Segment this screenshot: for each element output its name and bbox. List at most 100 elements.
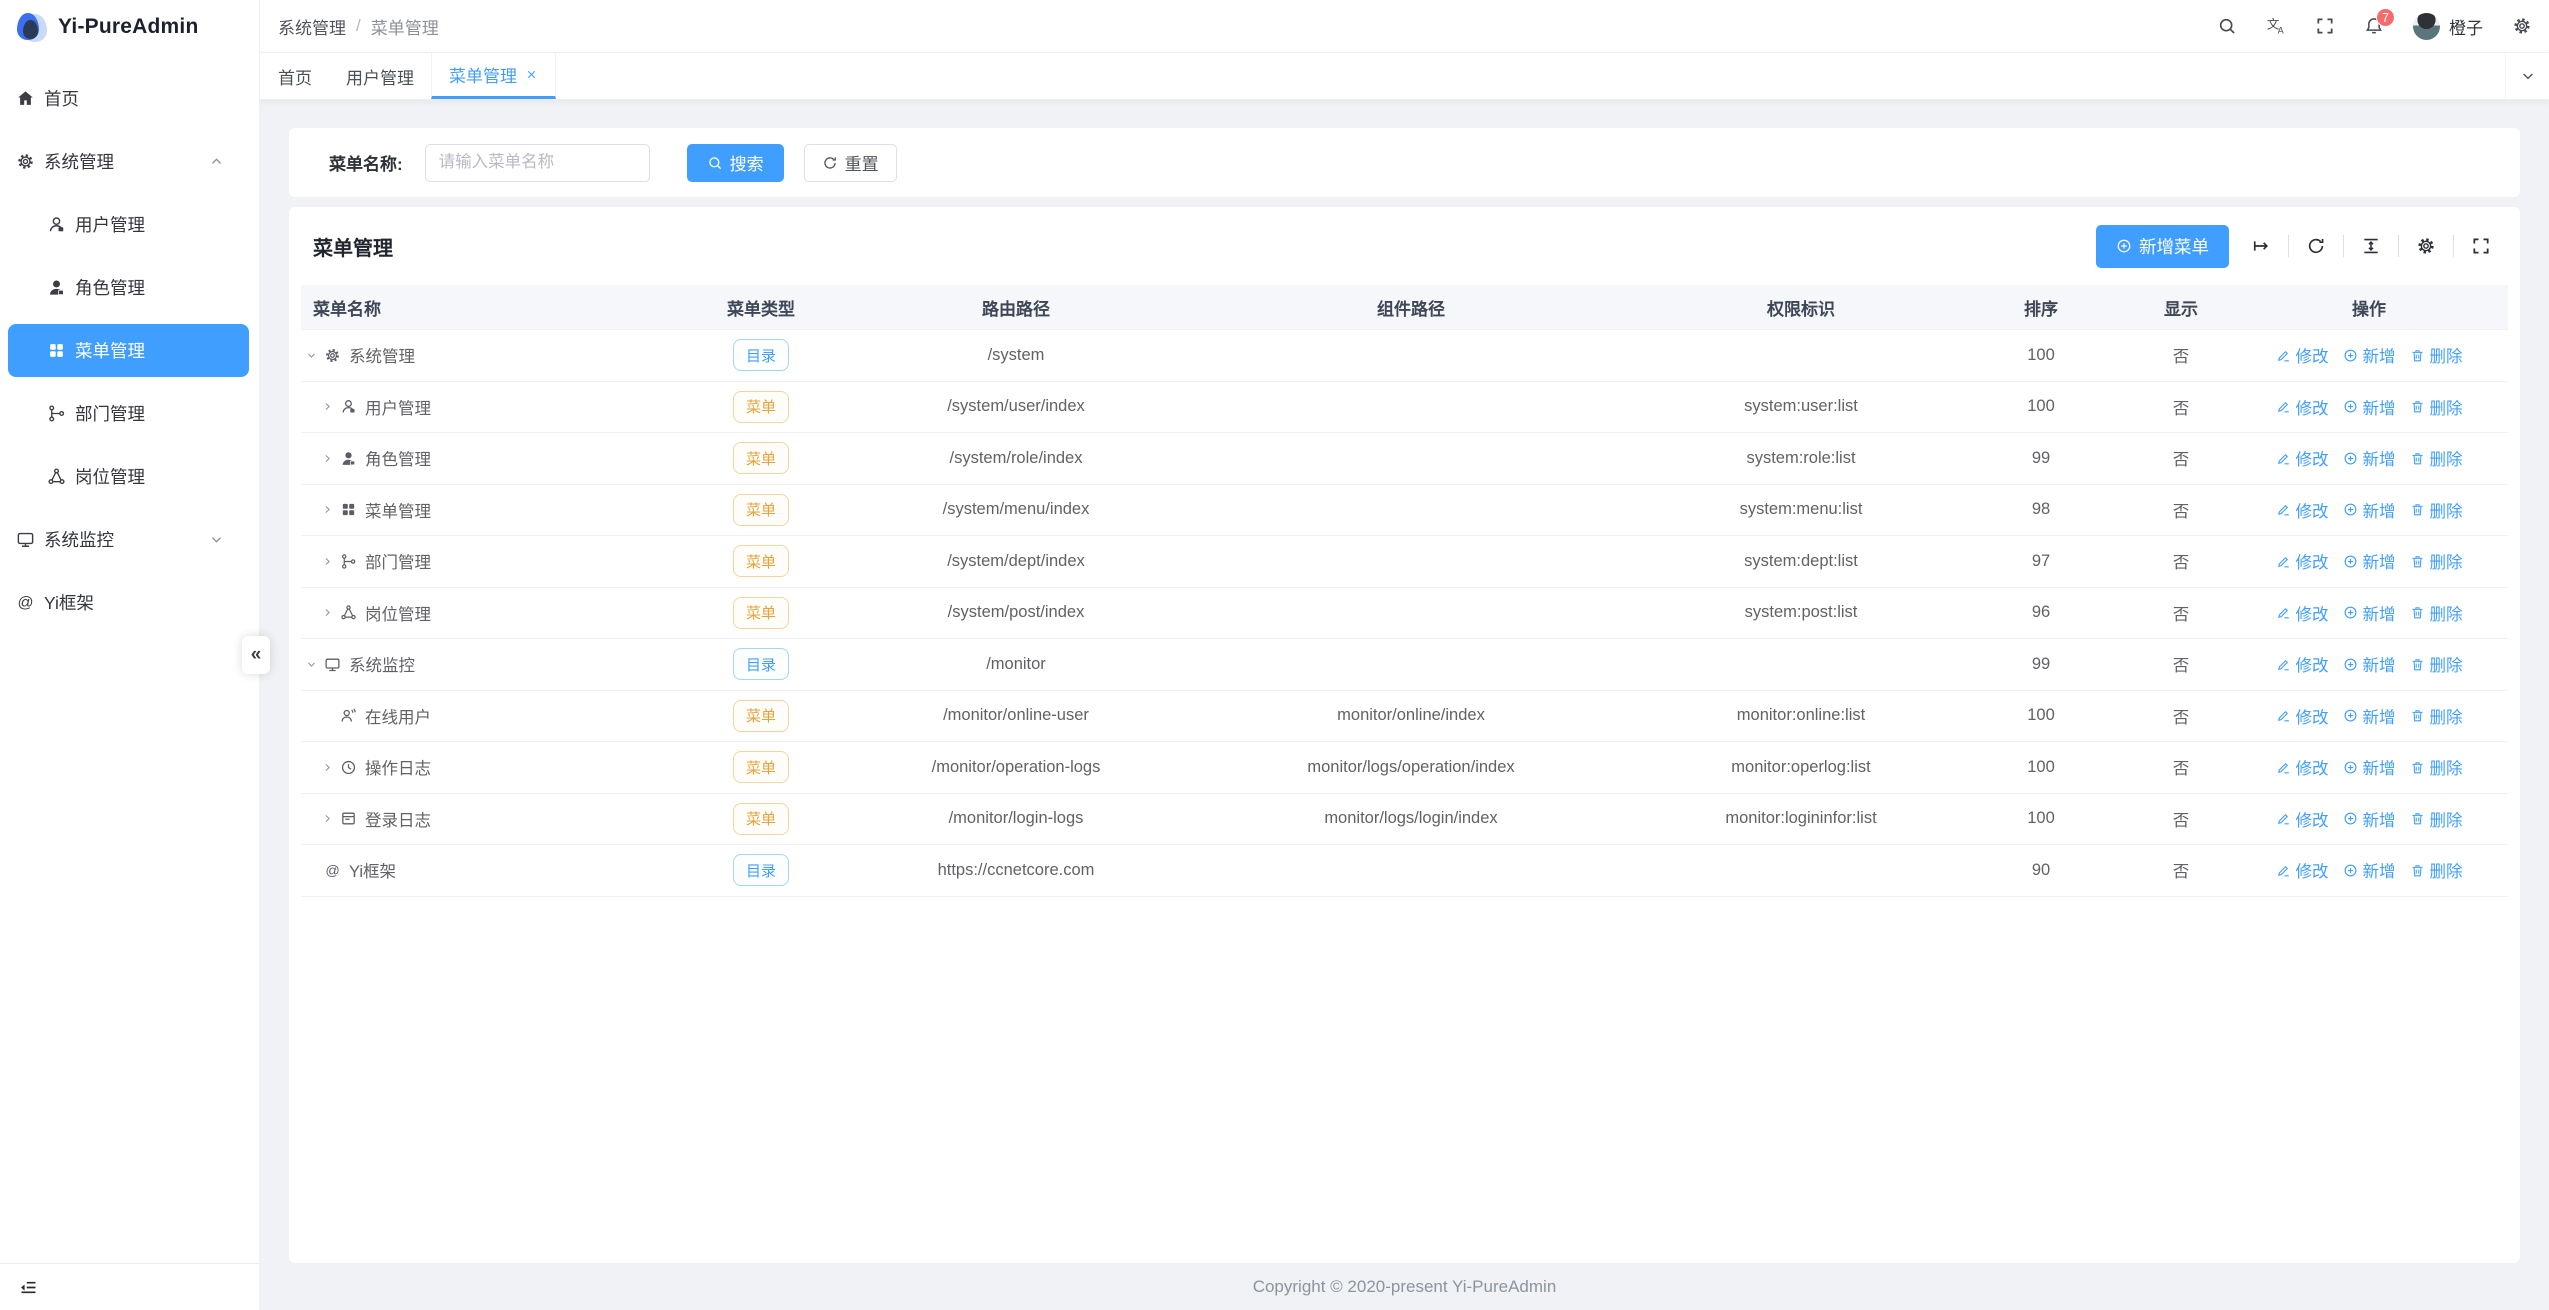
- search-panel: 菜单名称: 搜索 重置: [289, 128, 2520, 197]
- sidebar-item-yi-frame[interactable]: Yi框架: [8, 576, 249, 629]
- edit-button[interactable]: 修改: [2276, 704, 2329, 728]
- add-button[interactable]: 新增: [2343, 343, 2396, 367]
- add-button[interactable]: 新增: [2343, 498, 2396, 522]
- sidebar-item-roles[interactable]: 角色管理: [8, 261, 249, 314]
- column-settings-gear-icon[interactable]: [2416, 236, 2436, 256]
- breadcrumb-item[interactable]: 系统管理: [278, 18, 346, 38]
- expand-caret-icon[interactable]: [301, 349, 322, 362]
- delete-button[interactable]: 删除: [2410, 652, 2463, 676]
- expand-caret-icon[interactable]: [317, 761, 338, 774]
- sidebar-item-posts[interactable]: 岗位管理: [8, 450, 249, 503]
- tab-users[interactable]: 用户管理: [329, 53, 431, 99]
- menu-name-input[interactable]: [424, 143, 650, 182]
- edit-button[interactable]: 修改: [2276, 601, 2329, 625]
- user-menu[interactable]: 橙子: [2413, 12, 2483, 40]
- menu-name-text: 部门管理: [365, 554, 431, 573]
- sidebar-item-system[interactable]: 系统管理: [8, 135, 249, 188]
- menu-type-cell: 目录: [661, 639, 861, 690]
- sidebar-item-label: 菜单管理: [75, 341, 145, 361]
- delete-button[interactable]: 删除: [2410, 704, 2463, 728]
- hub-icon: [47, 467, 66, 486]
- expand-caret-icon[interactable]: [317, 503, 338, 516]
- expand-table-icon[interactable]: [2251, 236, 2271, 256]
- reset-button[interactable]: 重置: [803, 143, 897, 182]
- sort-cell: 100: [2027, 757, 2055, 776]
- col-header-show: 显示: [2164, 299, 2198, 319]
- expand-caret-icon[interactable]: [317, 452, 338, 465]
- edit-button[interactable]: 修改: [2276, 807, 2329, 831]
- delete-button[interactable]: 删除: [2410, 343, 2463, 367]
- add-button[interactable]: 新增: [2343, 395, 2396, 419]
- sidebar-item-home[interactable]: 首页: [8, 72, 249, 125]
- edit-button[interactable]: 修改: [2276, 395, 2329, 419]
- sidebar-item-monitor[interactable]: 系统监控: [8, 513, 249, 566]
- add-button[interactable]: 新增: [2343, 601, 2396, 625]
- edit-button[interactable]: 修改: [2276, 549, 2329, 573]
- edit-button[interactable]: 修改: [2276, 446, 2329, 470]
- tab-menus[interactable]: 菜单管理: [431, 53, 556, 99]
- add-button[interactable]: 新增: [2343, 807, 2396, 831]
- delete-button[interactable]: 删除: [2410, 498, 2463, 522]
- menu-type-icon: [340, 810, 357, 827]
- expand-caret-icon[interactable]: [317, 400, 338, 413]
- add-button[interactable]: 新增: [2343, 704, 2396, 728]
- sidebar-item-depts[interactable]: 部门管理: [8, 387, 249, 440]
- delete-button[interactable]: 删除: [2410, 601, 2463, 625]
- col-header-permission: 权限标识: [1767, 299, 1835, 319]
- trash-icon: [2410, 451, 2425, 466]
- expand-caret-icon[interactable]: [317, 555, 338, 568]
- add-menu-button[interactable]: 新增菜单: [2096, 224, 2229, 268]
- fullscreen-icon[interactable]: [2315, 16, 2335, 36]
- type-tag: 菜单: [732, 802, 789, 835]
- add-button[interactable]: 新增: [2343, 858, 2396, 882]
- add-button[interactable]: 新增: [2343, 652, 2396, 676]
- menu-fold-icon[interactable]: [18, 1277, 39, 1298]
- sidebar-item-menus[interactable]: 菜单管理: [8, 324, 249, 377]
- add-button[interactable]: 新增: [2343, 446, 2396, 470]
- delete-button[interactable]: 删除: [2410, 755, 2463, 779]
- add-button[interactable]: 新增: [2343, 755, 2396, 779]
- tabs-bar: 首页 用户管理 菜单管理: [260, 53, 2549, 100]
- edit-button[interactable]: 修改: [2276, 755, 2329, 779]
- app-logo[interactable]: Yi-PureAdmin: [0, 0, 259, 53]
- plus-circle-icon: [2343, 451, 2358, 466]
- edit-button[interactable]: 修改: [2276, 652, 2329, 676]
- branch-icon: [47, 404, 66, 423]
- edit-label: 修改: [2295, 708, 2329, 727]
- expand-caret-icon[interactable]: [301, 658, 322, 671]
- edit-button[interactable]: 修改: [2276, 858, 2329, 882]
- delete-button[interactable]: 删除: [2410, 858, 2463, 882]
- delete-button[interactable]: 删除: [2410, 549, 2463, 573]
- expand-caret-icon[interactable]: [317, 606, 338, 619]
- expand-caret-icon[interactable]: [317, 812, 338, 825]
- toolbar-divider: [2453, 235, 2454, 257]
- translate-icon[interactable]: [2266, 16, 2286, 36]
- settings-gear-icon[interactable]: [2512, 16, 2532, 36]
- sidebar-collapse-button[interactable]: «: [242, 636, 270, 674]
- permission-cell: [1651, 639, 1951, 690]
- delete-button[interactable]: 删除: [2410, 807, 2463, 831]
- route-cell: /monitor/online-user: [943, 706, 1089, 725]
- search-icon[interactable]: [2217, 16, 2237, 36]
- table-fullscreen-icon[interactable]: [2471, 236, 2491, 256]
- menu-name-cell: 用户管理: [301, 382, 661, 433]
- type-tag: 菜单: [732, 545, 789, 578]
- refresh-table-icon[interactable]: [2306, 236, 2326, 256]
- delete-button[interactable]: 删除: [2410, 446, 2463, 470]
- close-tab-icon[interactable]: [525, 68, 538, 81]
- row-density-icon[interactable]: [2361, 236, 2381, 256]
- pencil-icon: [2276, 348, 2291, 363]
- delete-button[interactable]: 删除: [2410, 395, 2463, 419]
- menu-name-cell: 部门管理: [301, 536, 661, 587]
- toolbar-divider: [2343, 235, 2344, 257]
- search-button[interactable]: 搜索: [686, 143, 784, 182]
- tab-home[interactable]: 首页: [261, 53, 329, 99]
- notification-bell-icon[interactable]: 7: [2364, 8, 2395, 36]
- edit-button[interactable]: 修改: [2276, 343, 2329, 367]
- table-header-row: 菜单名称 菜单类型 路由路径 组件路径 权限标识 排序 显示 操作: [301, 285, 2508, 330]
- add-button[interactable]: 新增: [2343, 549, 2396, 573]
- tabs-more-chevron[interactable]: [2505, 53, 2549, 99]
- edit-button[interactable]: 修改: [2276, 498, 2329, 522]
- sidebar-item-users[interactable]: 用户管理: [8, 198, 249, 251]
